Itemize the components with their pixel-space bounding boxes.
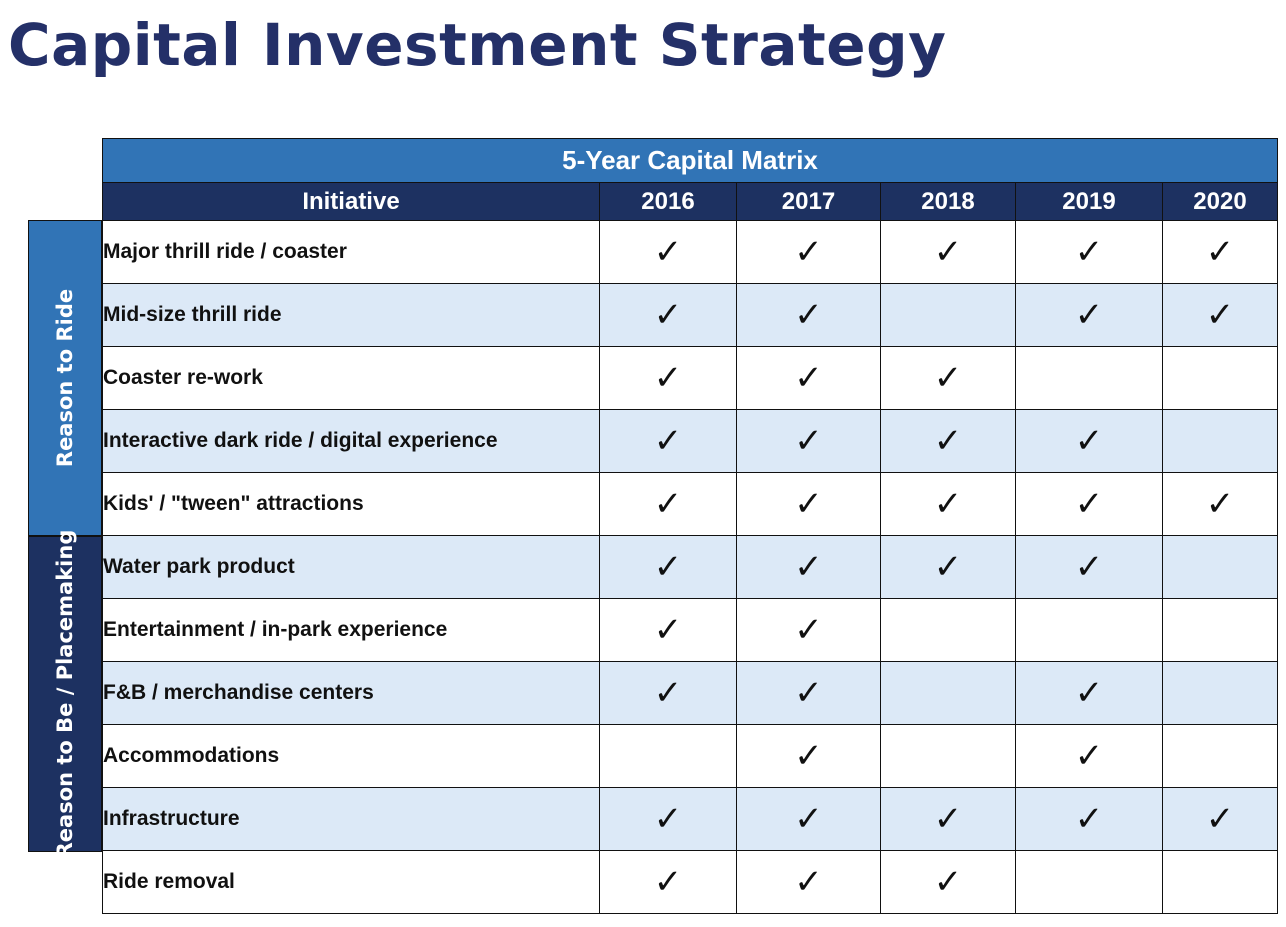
check-icon: ✓ bbox=[736, 409, 881, 473]
check-icon: ✓ bbox=[1162, 472, 1278, 536]
initiative-label: Major thrill ride / coaster bbox=[102, 220, 600, 284]
check-icon: ✓ bbox=[1015, 535, 1163, 599]
matrix-body: Major thrill ride / coaster ✓ ✓ ✓ ✓ ✓ Mid-size… bbox=[102, 220, 1278, 914]
table-row: Entertainment / in-park experience ✓ ✓ bbox=[102, 598, 1278, 662]
table-row: Accommodations ✓ ✓ bbox=[102, 724, 1278, 788]
initiative-header: Initiative bbox=[102, 182, 600, 221]
matrix-title-row: 5-Year Capital Matrix bbox=[102, 138, 1278, 183]
empty-cell bbox=[880, 661, 1016, 725]
empty-cell bbox=[1162, 661, 1278, 725]
initiative-label: Coaster re-work bbox=[102, 346, 600, 410]
capital-matrix-table: 5-Year Capital Matrix Initiative 2016 20… bbox=[102, 138, 1278, 914]
table-row: Major thrill ride / coaster ✓ ✓ ✓ ✓ ✓ bbox=[102, 220, 1278, 284]
check-icon: ✓ bbox=[599, 220, 737, 284]
year-header-2020: 2020 bbox=[1162, 182, 1278, 221]
check-icon: ✓ bbox=[880, 787, 1016, 851]
table-row: F&B / merchandise centers ✓ ✓ ✓ bbox=[102, 661, 1278, 725]
check-icon: ✓ bbox=[1162, 787, 1278, 851]
check-icon: ✓ bbox=[880, 409, 1016, 473]
empty-cell bbox=[1015, 346, 1163, 410]
initiative-label: Ride removal bbox=[102, 850, 600, 914]
check-icon: ✓ bbox=[1162, 283, 1278, 347]
empty-cell bbox=[880, 724, 1016, 788]
check-icon: ✓ bbox=[880, 535, 1016, 599]
check-icon: ✓ bbox=[599, 850, 737, 914]
empty-cell bbox=[1162, 346, 1278, 410]
check-icon: ✓ bbox=[736, 787, 881, 851]
check-icon: ✓ bbox=[1015, 661, 1163, 725]
check-icon: ✓ bbox=[736, 283, 881, 347]
check-icon: ✓ bbox=[599, 283, 737, 347]
check-icon: ✓ bbox=[599, 346, 737, 410]
check-icon: ✓ bbox=[736, 220, 881, 284]
matrix-header-row: Initiative 2016 2017 2018 2019 2020 bbox=[102, 182, 1278, 221]
table-row: Water park product ✓ ✓ ✓ ✓ bbox=[102, 535, 1278, 599]
check-icon: ✓ bbox=[736, 850, 881, 914]
year-header-2018: 2018 bbox=[880, 182, 1016, 221]
check-icon: ✓ bbox=[599, 409, 737, 473]
table-row: Mid-size thrill ride ✓ ✓ ✓ ✓ bbox=[102, 283, 1278, 347]
initiative-label: Water park product bbox=[102, 535, 600, 599]
empty-cell bbox=[1162, 598, 1278, 662]
initiative-label: F&B / merchandise centers bbox=[102, 661, 600, 725]
check-icon: ✓ bbox=[1015, 787, 1163, 851]
check-icon: ✓ bbox=[599, 661, 737, 725]
check-icon: ✓ bbox=[1015, 724, 1163, 788]
check-icon: ✓ bbox=[1015, 409, 1163, 473]
initiative-label: Kids' / "tween" attractions bbox=[102, 472, 600, 536]
initiative-label: Infrastructure bbox=[102, 787, 600, 851]
table-row: Coaster re-work ✓ ✓ ✓ bbox=[102, 346, 1278, 410]
check-icon: ✓ bbox=[880, 220, 1016, 284]
group-label-reason-to-ride: Reason to Ride bbox=[28, 220, 102, 536]
check-icon: ✓ bbox=[599, 535, 737, 599]
check-icon: ✓ bbox=[880, 346, 1016, 410]
empty-cell bbox=[599, 724, 737, 788]
group-label-reason-to-be: Reason to Be / Placemaking bbox=[28, 530, 102, 858]
empty-cell bbox=[880, 598, 1016, 662]
empty-cell bbox=[1015, 598, 1163, 662]
check-icon: ✓ bbox=[736, 472, 881, 536]
initiative-label: Mid-size thrill ride bbox=[102, 283, 600, 347]
initiative-label: Interactive dark ride / digital experien… bbox=[102, 409, 600, 473]
empty-cell bbox=[1162, 409, 1278, 473]
check-icon: ✓ bbox=[736, 598, 881, 662]
year-header-2016: 2016 bbox=[599, 182, 737, 221]
group-label-text: Reason to Be / Placemaking bbox=[53, 529, 77, 859]
check-icon: ✓ bbox=[880, 850, 1016, 914]
check-icon: ✓ bbox=[1015, 283, 1163, 347]
table-row: Ride removal ✓ ✓ ✓ bbox=[102, 850, 1278, 914]
empty-cell bbox=[1162, 724, 1278, 788]
year-header-2017: 2017 bbox=[736, 182, 881, 221]
page-title: Capital Investment Strategy bbox=[8, 11, 947, 79]
check-icon: ✓ bbox=[736, 724, 881, 788]
empty-cell bbox=[1015, 850, 1163, 914]
year-header-2019: 2019 bbox=[1015, 182, 1163, 221]
check-icon: ✓ bbox=[736, 661, 881, 725]
table-row: Interactive dark ride / digital experien… bbox=[102, 409, 1278, 473]
check-icon: ✓ bbox=[599, 472, 737, 536]
empty-cell bbox=[1162, 850, 1278, 914]
check-icon: ✓ bbox=[1015, 472, 1163, 536]
table-row: Infrastructure ✓ ✓ ✓ ✓ ✓ bbox=[102, 787, 1278, 851]
initiative-label: Entertainment / in-park experience bbox=[102, 598, 600, 662]
empty-cell bbox=[1162, 535, 1278, 599]
group-label-text: Reason to Ride bbox=[53, 288, 77, 468]
check-icon: ✓ bbox=[599, 787, 737, 851]
check-icon: ✓ bbox=[880, 472, 1016, 536]
empty-cell bbox=[880, 283, 1016, 347]
check-icon: ✓ bbox=[1162, 220, 1278, 284]
check-icon: ✓ bbox=[1015, 220, 1163, 284]
check-icon: ✓ bbox=[599, 598, 737, 662]
matrix-title: 5-Year Capital Matrix bbox=[102, 138, 1278, 183]
check-icon: ✓ bbox=[736, 535, 881, 599]
check-icon: ✓ bbox=[736, 346, 881, 410]
initiative-label: Accommodations bbox=[102, 724, 600, 788]
table-row: Kids' / "tween" attractions ✓ ✓ ✓ ✓ ✓ bbox=[102, 472, 1278, 536]
